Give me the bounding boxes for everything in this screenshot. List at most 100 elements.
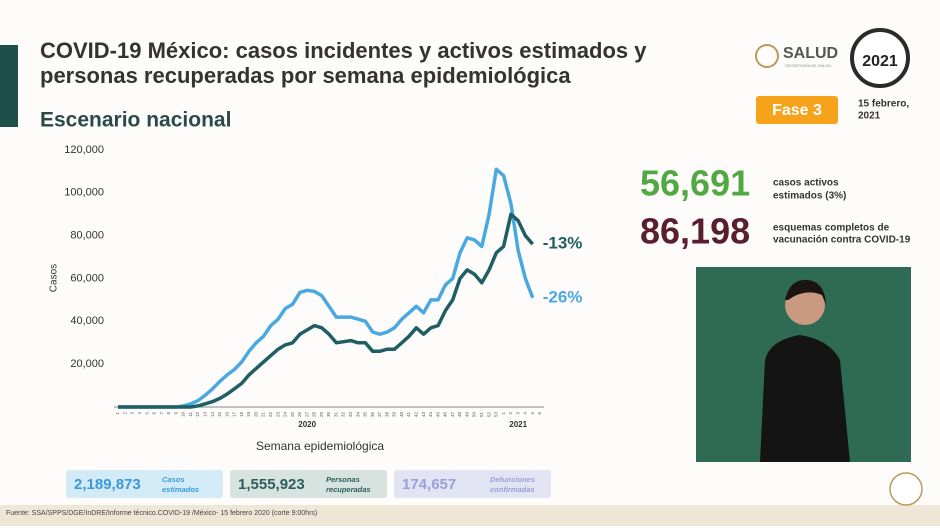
title: COVID-19 México: casos incidentes y acti…: [40, 38, 647, 63]
y-tick-label: 120,000: [64, 144, 104, 156]
x-tick-label: 38: [384, 412, 389, 418]
x-tick-label: 7: [159, 412, 164, 415]
highlight-number: 86,198: [640, 211, 750, 252]
x-tick-label: 32: [341, 412, 346, 418]
x-tick-label: 40: [399, 412, 404, 418]
x-tick-label: 41: [406, 412, 411, 418]
x-tick-label: 19: [246, 412, 251, 418]
year-label: 2021: [509, 420, 527, 429]
stat-text: Casos: [162, 475, 185, 484]
stat-box: [66, 470, 223, 498]
x-tick-label: 28: [312, 412, 317, 418]
x-tick-label: 10: [181, 412, 186, 418]
x-tick-label: 16: [224, 412, 229, 418]
x-tick-label: 36: [370, 412, 375, 418]
x-axis-label: Semana epidemiológica: [256, 439, 384, 453]
x-tick-label: 20: [253, 412, 258, 418]
x-tick-label: 4: [137, 412, 142, 415]
accent-bar: [0, 45, 18, 127]
x-tick-label: 45: [435, 412, 440, 418]
interpreter: [760, 335, 850, 462]
x-tick-label: 29: [319, 412, 324, 418]
x-tick-label: 2: [508, 412, 513, 415]
x-tick-label: 49: [464, 412, 469, 418]
stat-box: [394, 470, 551, 498]
x-tick-label: 52: [486, 412, 491, 418]
footer: Fuente: SSA/SPPS/DGE/InDRE/Informe técni…: [6, 510, 317, 517]
stat-text: Personas: [326, 475, 360, 484]
x-tick-label: 18: [239, 412, 244, 418]
x-tick-label: 34: [355, 412, 360, 418]
stat-text: confirmadas: [490, 485, 535, 494]
x-tick-label: 5: [530, 412, 535, 415]
stat-box: [230, 470, 387, 498]
highlight-text: casos activos: [773, 178, 839, 189]
y-tick-label: 60,000: [70, 272, 104, 284]
x-tick-label: 6: [152, 412, 157, 415]
date: 15 febrero,: [858, 99, 909, 110]
x-tick-label: 22: [268, 412, 273, 418]
x-tick-label: 27: [304, 412, 309, 418]
x-tick-label: 48: [457, 412, 462, 418]
stat-text: Defunciones: [490, 475, 535, 484]
stat-number: 174,657: [402, 476, 456, 493]
phase-text: Fase 3: [772, 102, 822, 119]
end-label: -26%: [543, 287, 583, 306]
x-tick-label: 5: [144, 412, 149, 415]
x-tick-label: 39: [392, 412, 397, 418]
x-tick-label: 47: [450, 412, 455, 418]
x-tick-label: 15: [217, 412, 222, 418]
year-label: 2020: [298, 420, 316, 429]
x-tick-label: 17: [232, 412, 237, 418]
x-tick-label: 46: [443, 412, 448, 418]
date: 2021: [858, 111, 881, 122]
x-tick-label: 30: [326, 412, 331, 418]
footer-bar: [0, 505, 940, 526]
logo-text: SALUD: [783, 45, 838, 62]
x-tick-label: 3: [515, 412, 520, 415]
x-tick-label: 9: [173, 412, 178, 415]
gov-logo: [889, 472, 923, 506]
x-tick-label: 24: [283, 412, 288, 418]
x-tick-label: 14: [210, 412, 215, 418]
x-tick-label: 37: [377, 412, 382, 418]
x-tick-label: 11: [188, 412, 193, 417]
x-tick-label: 26: [297, 412, 302, 418]
x-tick-label: 1: [115, 412, 120, 415]
highlight-text: esquemas completos de: [773, 223, 890, 234]
y-tick-label: 100,000: [64, 187, 104, 199]
x-tick-label: 13: [202, 412, 207, 418]
logo-subtext: SECRETARÍA DE SALUD: [785, 63, 831, 68]
x-tick-label: 3: [130, 412, 135, 415]
x-tick-label: 35: [363, 412, 368, 418]
x-tick-label: 51: [479, 412, 484, 418]
year-logo: [850, 28, 910, 88]
end-label: -13%: [543, 234, 583, 253]
y-tick-label: 40,000: [70, 315, 104, 327]
x-tick-label: 12: [195, 412, 200, 418]
x-tick-label: 53: [494, 412, 499, 418]
x-tick-label: 1: [501, 412, 506, 415]
x-tick-label: 44: [428, 412, 433, 418]
highlight-text: estimados (3%): [773, 191, 846, 202]
x-tick-label: 8: [166, 412, 171, 415]
x-tick-label: 2: [122, 412, 127, 415]
x-tick-label: 31: [333, 412, 338, 418]
x-tick-label: 23: [275, 412, 280, 418]
y-axis-label: Casos: [49, 264, 60, 292]
subtitle: Escenario nacional: [40, 109, 231, 132]
series-line: [118, 167, 535, 409]
x-tick-label: 25: [290, 412, 295, 418]
year-logo-text: 2021: [862, 53, 898, 70]
stat-text: estimados: [162, 485, 199, 494]
x-tick-label: 33: [348, 412, 353, 418]
title: personas recuperadas por semana epidemio…: [40, 63, 571, 88]
stat-text: recuperadas: [326, 485, 371, 494]
highlight-text: vacunación contra COVID-19: [773, 235, 911, 246]
x-tick-label: 42: [413, 412, 418, 418]
y-tick-label: 80,000: [70, 230, 104, 242]
highlight-number: 56,691: [640, 163, 750, 204]
x-tick-label: 4: [523, 412, 528, 415]
interpreter-hair: [785, 279, 826, 305]
